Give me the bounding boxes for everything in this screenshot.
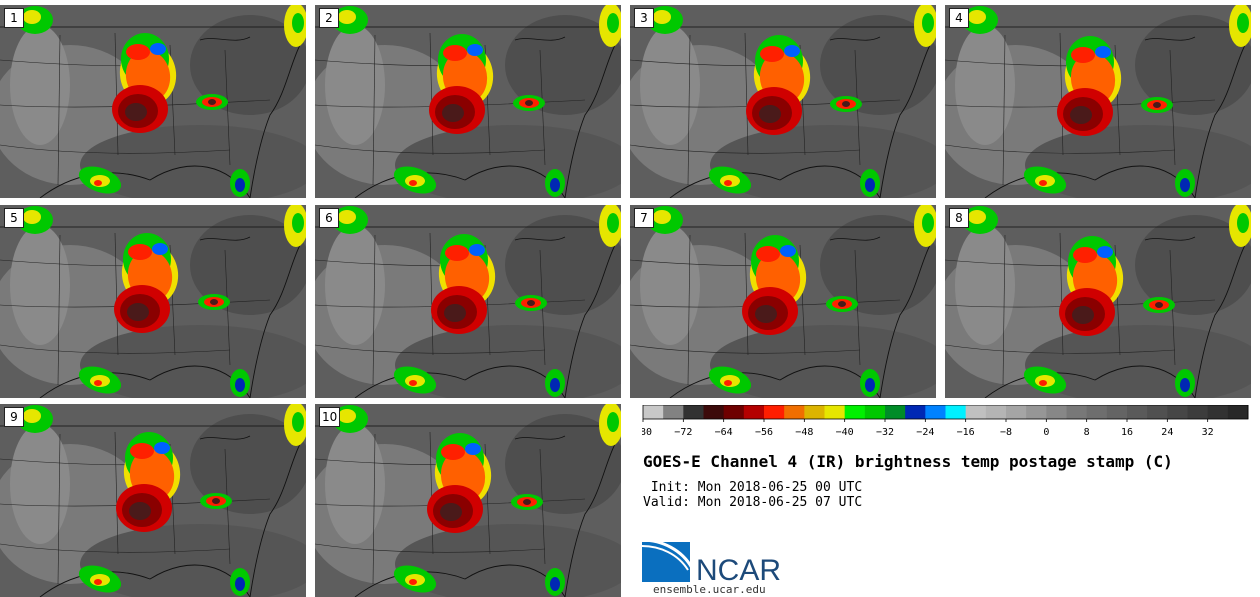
colorbar-swatch [1227, 405, 1249, 419]
colorbar-swatch [643, 405, 664, 419]
ir-map [315, 404, 621, 597]
ir-map [315, 5, 621, 198]
colorbar-tick-label: −80 [642, 427, 652, 438]
colorbar-tick-label: −48 [795, 427, 813, 438]
colorbar-swatch [1187, 405, 1209, 419]
colorbar-swatch [905, 405, 926, 419]
colorbar-swatch [1006, 405, 1027, 419]
colorbar-swatch [1046, 405, 1067, 419]
colorbar-tick-label: 0 [1043, 427, 1049, 438]
ir-map [630, 5, 936, 198]
member-panel: 7 [630, 205, 936, 398]
member-panel: 5 [0, 205, 306, 398]
colorbar-swatch [663, 405, 684, 419]
panel-number: 1 [4, 8, 24, 28]
colorbar-tick-label: −40 [836, 427, 854, 438]
member-panel: 6 [315, 205, 621, 398]
colorbar-swatch [1106, 405, 1128, 419]
colorbar-tick-label: −56 [755, 427, 773, 438]
panel-number: 10 [319, 407, 341, 427]
panel-number: 9 [4, 407, 24, 427]
colorbar-tick-label: −64 [715, 427, 733, 438]
colorbar-swatch [804, 405, 825, 419]
colorbar-swatch [824, 405, 846, 419]
colorbar-swatch [945, 405, 967, 419]
colorbar-swatch [1167, 405, 1188, 419]
ir-map [0, 205, 306, 398]
logo-text: NCAR [696, 554, 781, 584]
colorbar-tick-label: −8 [1000, 427, 1012, 438]
panel-number: 5 [4, 208, 24, 228]
member-panel: 9 [0, 404, 306, 597]
colorbar-swatch [1026, 405, 1047, 419]
init-time: Init: Mon 2018-06-25 00 UTC [643, 480, 863, 495]
colorbar-swatch [764, 405, 785, 419]
panel-number: 2 [319, 8, 339, 28]
colorbar-swatch [965, 405, 987, 419]
panel-number: 6 [319, 208, 339, 228]
ir-map [630, 205, 936, 398]
colorbar-swatch [1127, 405, 1148, 419]
colorbar-tick-label: 16 [1121, 427, 1133, 438]
valid-time: Valid: Mon 2018-06-25 07 UTC [643, 495, 863, 510]
colorbar-swatch [1147, 405, 1168, 419]
ir-map [0, 404, 306, 597]
colorbar-tick-label: 24 [1161, 427, 1173, 438]
colorbar-tick-label: −24 [916, 427, 934, 438]
ir-map [945, 5, 1251, 198]
ir-map [0, 5, 306, 198]
colorbar-swatch [703, 405, 725, 419]
colorbar-tick-label: 32 [1202, 427, 1214, 438]
colorbar-tick-label: −72 [674, 427, 692, 438]
colorbar-swatch [925, 405, 946, 419]
panel-number: 3 [634, 8, 654, 28]
colorbar-swatch [1207, 405, 1229, 419]
member-panel: 4 [945, 5, 1251, 198]
colorbar-tick-label: −16 [957, 427, 975, 438]
site-url: ensemble.ucar.edu [653, 583, 766, 596]
colorbar-swatch [1066, 405, 1088, 419]
colorbar-swatch [844, 405, 866, 419]
member-panel: 3 [630, 5, 936, 198]
figure-title: GOES-E Channel 4 (IR) brightness temp po… [643, 452, 1173, 471]
colorbar-swatch [864, 405, 886, 419]
panel-number: 7 [634, 208, 654, 228]
ir-map [945, 205, 1251, 398]
panel-number: 8 [949, 208, 969, 228]
colorbar-swatch [985, 405, 1007, 419]
colorbar-swatch [1086, 405, 1108, 419]
colorbar-swatch [743, 405, 765, 419]
ir-map [315, 205, 621, 398]
member-panel: 10 [315, 404, 621, 597]
colorbar-swatch [723, 405, 745, 419]
colorbar-tick-label: −32 [876, 427, 894, 438]
panel-number: 4 [949, 8, 969, 28]
colorbar-swatch [784, 405, 805, 419]
member-panel: 2 [315, 5, 621, 198]
colorbar-swatch [885, 405, 906, 419]
ncar-logo: NCAR [642, 538, 781, 584]
colorbar-tick-label: 8 [1084, 427, 1090, 438]
member-panel: 1 [0, 5, 306, 198]
colorbar-swatch [683, 405, 704, 419]
member-panel: 8 [945, 205, 1251, 398]
